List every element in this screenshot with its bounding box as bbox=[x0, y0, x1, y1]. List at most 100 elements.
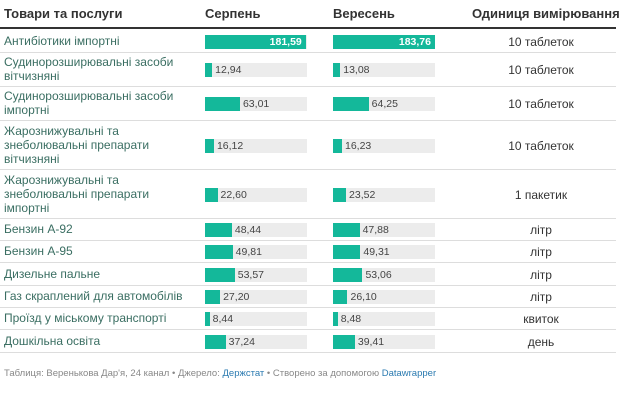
row-divider bbox=[0, 307, 616, 308]
table-row: Бензин А-92 48,44 47,88 літр bbox=[0, 219, 620, 241]
sep-value: 53,06 bbox=[365, 268, 392, 281]
aug-track bbox=[205, 334, 307, 349]
sep-value: 47,88 bbox=[362, 224, 389, 236]
aug-bar bbox=[205, 63, 213, 77]
sep-bar bbox=[333, 290, 348, 304]
row-label: Жарознижувальні та знеболювальні препара… bbox=[4, 123, 150, 166]
row-label: Дошкільна освіта bbox=[4, 333, 101, 348]
aug-value: 12,94 bbox=[215, 64, 242, 76]
datawrapper-link[interactable]: Datawrapper bbox=[381, 368, 437, 379]
table-row: Проїзд у міському транспорті 8,44 8,48 квит… bbox=[0, 308, 620, 330]
row-label: Бензин А-92 bbox=[4, 222, 73, 236]
sep-value: 23,52 bbox=[349, 188, 376, 201]
row-divider bbox=[0, 120, 616, 121]
sep-value: 49,31 bbox=[363, 246, 390, 258]
sep-value: 13,08 bbox=[343, 64, 370, 76]
header-item: Товари та послуги bbox=[4, 6, 123, 21]
table-row: Судинорозширювальні засоби імпортні 63,01… bbox=[0, 87, 620, 121]
row-divider bbox=[0, 218, 616, 219]
row-label: Проїзд у міському транспорті bbox=[4, 311, 167, 325]
aug-track bbox=[205, 312, 307, 326]
sep-value: 39,41 bbox=[357, 335, 385, 348]
table-row: Судинорозширювальні засоби вітчизняні 12,… bbox=[0, 53, 620, 87]
row-unit: 10 таблеток bbox=[508, 63, 574, 77]
sep-value: 26,10 bbox=[350, 291, 377, 303]
aug-value: 16,12 bbox=[216, 139, 244, 152]
sep-value: 8,48 bbox=[340, 313, 362, 325]
table-row: Жарознижувальні та знеболювальні препара… bbox=[0, 170, 620, 219]
aug-value: 63,01 bbox=[242, 98, 270, 110]
sep-bar bbox=[333, 34, 435, 49]
header-divider bbox=[0, 27, 616, 29]
sep-track bbox=[333, 334, 435, 349]
row-unit: квиток bbox=[523, 312, 559, 326]
sep-value: 16,23 bbox=[345, 139, 372, 152]
footer: Таблиця: Веренькова Дар'я, 24 канал • Дж… bbox=[4, 368, 436, 379]
header-august: Серпень bbox=[205, 6, 261, 21]
row-label: Судинорозширювальні засоби імпортні bbox=[4, 89, 174, 117]
footer-prefix: Таблиця: Веренькова Дар'я, 24 канал • Дж… bbox=[4, 368, 223, 379]
aug-bar bbox=[205, 290, 221, 304]
table-row: Жарознижувальні та знеболювальні препара… bbox=[0, 121, 620, 170]
aug-bar bbox=[205, 34, 306, 49]
aug-bar bbox=[205, 187, 218, 202]
aug-bar bbox=[205, 245, 233, 259]
aug-bar bbox=[205, 312, 210, 326]
sep-track bbox=[333, 138, 435, 153]
aug-bar bbox=[205, 223, 232, 237]
aug-value: 181,59 bbox=[269, 35, 302, 48]
aug-bar bbox=[205, 267, 235, 282]
row-divider bbox=[0, 240, 616, 241]
aug-value: 37,24 bbox=[228, 335, 255, 348]
row-divider bbox=[0, 169, 616, 170]
aug-value: 27,20 bbox=[223, 291, 250, 303]
row-unit: літр bbox=[530, 267, 552, 282]
header-unit: Одиниця вимірювання bbox=[472, 6, 620, 21]
sep-bar bbox=[333, 267, 363, 282]
footer-middle: • Створено за допомогою bbox=[264, 368, 382, 379]
sep-bar bbox=[333, 245, 361, 259]
row-divider bbox=[0, 329, 616, 330]
aug-bar bbox=[205, 138, 214, 153]
row-label: Судинорозширювальні засоби вітчизняні bbox=[4, 55, 174, 83]
sep-track bbox=[333, 290, 435, 304]
row-divider bbox=[0, 285, 616, 286]
row-divider bbox=[0, 52, 616, 53]
aug-bar bbox=[205, 334, 226, 349]
row-label: Дизельне пальне bbox=[4, 266, 101, 281]
header-september: Вересень bbox=[333, 6, 395, 21]
table-row: Газ скраплений для автомобілів 27,20 26,10… bbox=[0, 286, 620, 308]
aug-value: 8,44 bbox=[212, 313, 234, 325]
aug-track bbox=[205, 187, 307, 202]
sep-bar bbox=[333, 334, 355, 349]
row-unit: 1 пакетик bbox=[514, 187, 568, 202]
row-divider bbox=[0, 352, 616, 353]
aug-track bbox=[205, 138, 307, 153]
table-row: Дизельне пальне 53,57 53,06 літр bbox=[0, 263, 620, 286]
source-link[interactable]: Держстат bbox=[222, 368, 265, 379]
row-unit: 10 таблеток bbox=[508, 34, 574, 49]
row-label: Антибіотики імпортні bbox=[4, 33, 120, 48]
aug-value: 53,57 bbox=[237, 268, 265, 281]
aug-value: 49,81 bbox=[235, 246, 262, 258]
row-unit: 10 таблеток bbox=[508, 138, 574, 153]
sep-bar bbox=[333, 187, 347, 202]
sep-track bbox=[333, 187, 435, 202]
sep-track bbox=[333, 312, 435, 326]
row-divider bbox=[0, 262, 616, 263]
row-unit: літр bbox=[530, 290, 552, 304]
sep-bar bbox=[333, 63, 341, 77]
sep-value: 64,25 bbox=[371, 98, 398, 110]
aug-bar bbox=[205, 97, 240, 111]
row-divider bbox=[0, 86, 616, 87]
sep-bar bbox=[333, 312, 338, 326]
sep-track bbox=[333, 63, 435, 77]
sep-bar bbox=[333, 223, 360, 237]
aug-value: 22,60 bbox=[220, 188, 247, 201]
row-label: Бензин А-95 bbox=[4, 244, 73, 258]
table-row: Дошкільна освіта 37,24 39,41 день bbox=[0, 330, 620, 353]
table-row: Антибіотики імпортні 181,59 183,76 10 табле… bbox=[0, 30, 620, 53]
row-unit: 10 таблеток bbox=[508, 97, 574, 111]
sep-bar bbox=[333, 97, 369, 111]
